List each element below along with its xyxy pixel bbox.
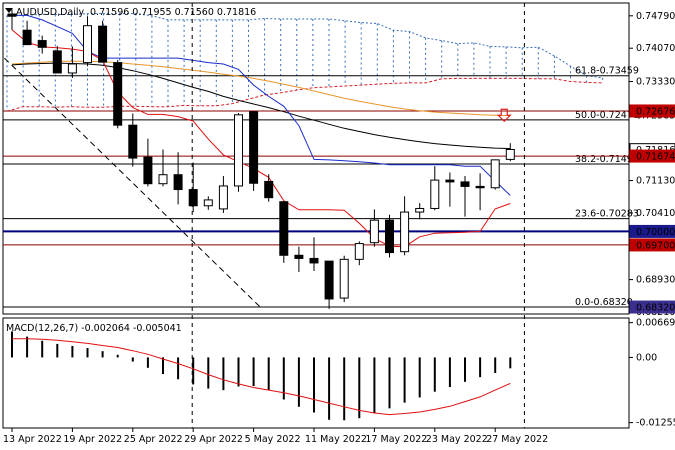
kijun-sen-line <box>12 14 511 196</box>
candle-body <box>37 40 47 48</box>
macd-tick-label: 0.006692 <box>636 318 675 329</box>
macd-tick-label: -0.012551 <box>636 418 675 429</box>
moving-averages <box>11 14 511 248</box>
candle-body <box>22 29 32 46</box>
candle-body <box>143 156 153 185</box>
macd-indicator: 0.006692 0.00 -0.012551 <box>11 318 675 429</box>
price-tick-label: 0.73330 <box>636 77 675 88</box>
price-tick-label: 0.74070 <box>636 43 675 54</box>
price-tag-label: 0.71674 <box>636 152 675 163</box>
candle-body <box>234 114 243 187</box>
candle-body <box>264 180 274 199</box>
candle-body <box>128 124 138 159</box>
candle-body <box>490 159 500 189</box>
tenkan-sen-line <box>11 29 511 248</box>
candle-body <box>158 174 168 185</box>
chart-title: AUDUSD,Daily <box>16 7 85 18</box>
candle-body <box>83 25 92 64</box>
price-tag-box <box>629 238 675 252</box>
dropdown-triangle-icon[interactable] <box>5 8 13 13</box>
price-tag-label: 0.72676 <box>636 106 675 117</box>
candle-body <box>475 185 485 189</box>
price-tick-label: 0.68930 <box>636 275 675 286</box>
main-pane-border <box>2 2 630 315</box>
time-tick-label: 19 Apr 2022 <box>63 434 122 445</box>
senkou-span-a <box>7 13 603 79</box>
time-tick-label: 29 Apr 2022 <box>184 434 243 445</box>
fib-level-label: 50.0-0.72478 <box>575 110 639 121</box>
price-tag-box <box>629 149 675 163</box>
candle-body <box>400 211 410 253</box>
candle-body <box>279 201 289 256</box>
candle-body <box>460 181 470 187</box>
candle-body <box>369 219 379 244</box>
candle-body <box>173 174 183 191</box>
candle-body <box>113 62 123 126</box>
overlays <box>4 3 525 428</box>
price-tick-label: 0.71130 <box>636 176 675 187</box>
price-tags: 0.726760.718160.716740.700000.697000.683… <box>629 104 675 314</box>
orange-moving-average <box>11 60 511 117</box>
macd-signal-line <box>12 338 511 416</box>
time-tick-label: 11 May 2022 <box>305 434 367 445</box>
time-tick-label: 17 May 2022 <box>365 434 427 445</box>
price-tag-box <box>629 300 675 314</box>
candle-body <box>324 260 334 300</box>
candle-body <box>188 189 198 207</box>
price-tag-box <box>629 104 675 118</box>
candle-body <box>7 13 17 17</box>
price-tag-box <box>629 224 675 238</box>
macd-title: MACD(12,26,7) -0.002064 -0.005041 <box>6 323 182 334</box>
price-tick-label: 0.74790 <box>636 11 675 22</box>
candle-body <box>415 207 425 213</box>
candle-body <box>309 257 319 264</box>
time-tick-label: 23 May 2022 <box>426 434 488 445</box>
time-axis: 13 Apr 2022 19 Apr 2022 25 Apr 2022 29 Apr … <box>3 428 548 445</box>
price-tick-label: 0.70410 <box>636 208 675 219</box>
candle-body <box>52 50 62 74</box>
time-tick-label: 5 May 2022 <box>245 434 301 445</box>
candle-body <box>505 148 515 160</box>
candle-body <box>339 258 349 299</box>
macd-pane-border <box>2 317 630 429</box>
candle-body <box>445 179 455 183</box>
time-tick-label: 13 Apr 2022 <box>3 434 62 445</box>
fib-level-label: 0.0-0.68320 <box>575 297 633 308</box>
price-tag-label: 0.68320 <box>636 303 675 314</box>
candle-body <box>294 254 304 259</box>
price-tag-label: 0.70000 <box>636 227 675 238</box>
fib-level-label: 38.2-0.71497 <box>575 154 639 165</box>
candle-body <box>354 243 364 260</box>
fib-level-label: 61.8-0.73459 <box>575 66 639 77</box>
fib-level-label: 23.6-0.70283 <box>575 209 639 220</box>
time-tick-label: 25 Apr 2022 <box>124 434 183 445</box>
candle-body <box>249 111 259 184</box>
black-moving-average <box>11 62 511 150</box>
candle-body <box>203 199 213 207</box>
candle-body <box>385 219 394 254</box>
time-tick-label: 27 May 2022 <box>486 434 548 445</box>
price-tag-label: 0.69700 <box>636 240 675 251</box>
candle-body <box>67 63 77 74</box>
candles <box>7 9 515 309</box>
candle-body <box>430 179 440 209</box>
candle-body <box>218 185 228 210</box>
macd-tick-label: 0.00 <box>636 352 657 363</box>
ohlc-readout: 0.71596 0.71955 0.71560 0.71816 <box>90 7 256 18</box>
candle-body <box>98 25 108 63</box>
down-arrow-icon <box>496 108 512 123</box>
